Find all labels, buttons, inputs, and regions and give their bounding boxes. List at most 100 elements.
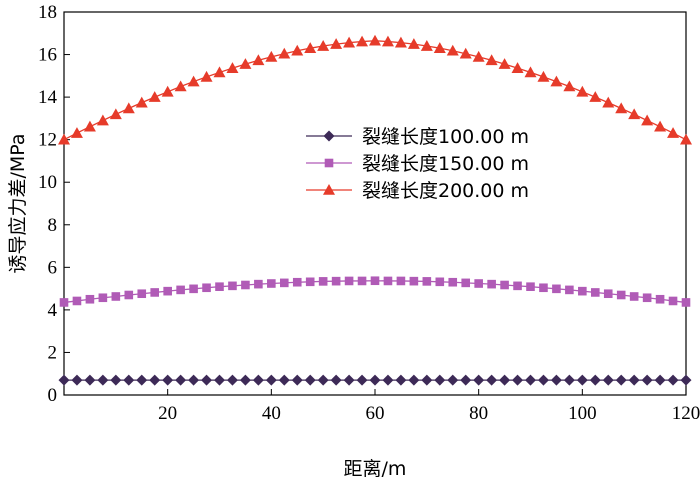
legend-label: 裂缝长度200.00 m xyxy=(362,180,529,202)
data-point xyxy=(668,296,678,306)
data-point xyxy=(331,276,341,286)
data-point xyxy=(381,35,394,47)
data-point xyxy=(215,282,224,291)
data-point xyxy=(550,374,562,386)
y-tick-label: 10 xyxy=(38,172,57,193)
data-point xyxy=(603,289,613,299)
data-point xyxy=(459,47,472,59)
data-point xyxy=(330,374,342,386)
data-point xyxy=(228,281,237,291)
series-layer xyxy=(58,34,692,386)
data-point xyxy=(563,374,575,386)
y-tick-label: 0 xyxy=(48,385,58,406)
data-point xyxy=(163,286,172,296)
data-point xyxy=(317,374,329,386)
data-point xyxy=(616,290,626,300)
y-tick-label: 14 xyxy=(38,87,58,108)
data-point xyxy=(265,50,278,62)
data-point xyxy=(175,374,187,386)
data-point xyxy=(539,283,548,293)
data-point xyxy=(615,102,628,114)
x-tick-label: 80 xyxy=(469,403,488,424)
data-point xyxy=(550,75,563,87)
data-point xyxy=(58,133,70,145)
data-point xyxy=(187,75,200,87)
plot-frame xyxy=(63,11,687,396)
data-point xyxy=(498,58,511,69)
data-point xyxy=(267,279,276,288)
data-point xyxy=(641,374,653,386)
data-point xyxy=(537,70,550,82)
data-point xyxy=(654,120,667,132)
data-point xyxy=(330,38,343,49)
data-point xyxy=(148,91,161,102)
data-point xyxy=(252,54,265,66)
y-tick-label: 8 xyxy=(48,215,58,236)
data-point xyxy=(563,80,576,92)
data-point xyxy=(486,374,498,386)
data-point xyxy=(434,374,446,386)
data-point xyxy=(473,374,485,386)
data-point xyxy=(279,278,289,288)
data-point xyxy=(137,289,147,299)
data-point xyxy=(435,277,445,287)
data-point xyxy=(176,285,185,295)
data-point xyxy=(150,288,160,297)
data-point xyxy=(590,288,600,297)
ticks: 0 2 4 6 8 10 12 14 16 18 20 40 60 80 100 120 xyxy=(38,2,700,424)
data-point xyxy=(485,54,498,66)
data-point xyxy=(278,47,291,59)
series-2 xyxy=(59,276,691,307)
data-point xyxy=(552,284,561,294)
legend-label: 裂缝长度150.00 m xyxy=(362,153,529,175)
data-point xyxy=(681,298,691,307)
data-point xyxy=(318,277,328,286)
data-point xyxy=(265,374,277,386)
data-point xyxy=(629,292,639,301)
data-point xyxy=(304,42,317,53)
data-point xyxy=(189,284,198,294)
data-point xyxy=(96,114,109,126)
y-tick-label: 18 xyxy=(38,2,57,23)
data-point xyxy=(395,374,407,386)
data-point xyxy=(433,42,446,53)
data-point xyxy=(487,279,496,289)
x-tick-label: 100 xyxy=(568,403,597,424)
legend-marker xyxy=(323,184,335,195)
series-1 xyxy=(58,374,692,386)
y-axis-title: 诱导应力差/MPa xyxy=(7,133,29,273)
data-point xyxy=(422,277,432,286)
data-point xyxy=(200,70,213,82)
data-point xyxy=(97,374,109,386)
data-point xyxy=(317,40,330,51)
data-point xyxy=(628,108,641,120)
data-point xyxy=(409,276,419,286)
data-point xyxy=(85,294,95,304)
data-point xyxy=(369,34,381,46)
data-point xyxy=(357,276,367,286)
data-point xyxy=(448,277,458,287)
data-point xyxy=(202,283,211,293)
data-point xyxy=(109,108,122,120)
data-point xyxy=(407,38,420,49)
data-point xyxy=(602,96,615,108)
data-point xyxy=(254,279,263,289)
data-point xyxy=(421,374,433,386)
data-point xyxy=(356,374,368,386)
data-point xyxy=(394,36,407,48)
y-tick-label: 2 xyxy=(48,342,58,363)
data-point xyxy=(370,276,380,286)
data-point xyxy=(162,374,174,386)
data-point xyxy=(642,293,652,303)
data-point xyxy=(576,85,589,97)
data-point xyxy=(70,127,83,138)
data-point xyxy=(513,281,522,291)
data-point xyxy=(655,294,665,304)
legend-label: 裂缝长度100.00 m xyxy=(362,126,529,148)
data-point xyxy=(369,374,381,386)
data-point xyxy=(111,292,121,301)
data-point xyxy=(98,293,108,303)
data-point xyxy=(641,114,654,126)
data-point xyxy=(214,374,225,386)
data-point xyxy=(124,290,134,300)
